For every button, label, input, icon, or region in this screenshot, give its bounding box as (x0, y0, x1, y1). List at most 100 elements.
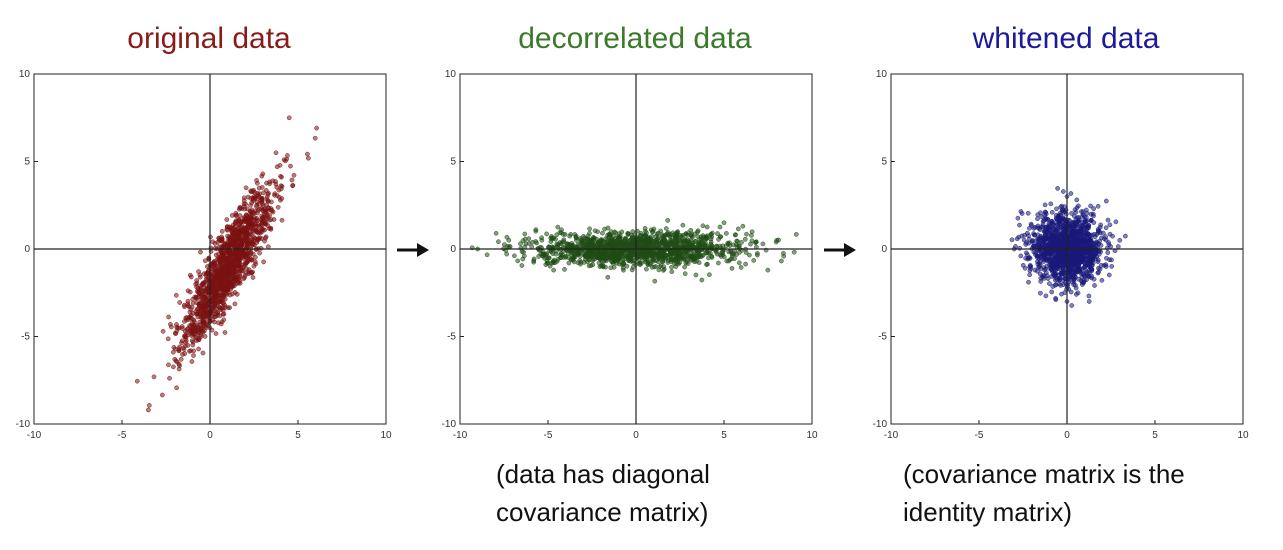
plot-area: -10 -5 0 5 10 10 5 0 -5 -10 (16, 69, 392, 441)
data-point (239, 218, 245, 224)
data-point (673, 264, 679, 269)
data-point (1060, 237, 1065, 243)
data-point (1059, 291, 1064, 297)
data-point (237, 273, 243, 278)
data-point (269, 199, 274, 205)
data-point (1031, 225, 1037, 231)
data-point (219, 236, 225, 242)
data-point (1056, 226, 1062, 231)
data-point (1096, 265, 1101, 271)
data-point (229, 213, 235, 218)
data-point (305, 151, 310, 157)
data-point (1087, 237, 1093, 242)
data-point (1110, 233, 1115, 239)
data-point (218, 298, 224, 304)
data-point (572, 249, 578, 255)
data-point (753, 239, 759, 245)
data-point (627, 242, 633, 248)
data-point (1068, 242, 1074, 248)
data-point (518, 241, 523, 247)
data-point (217, 267, 223, 273)
data-point (751, 258, 757, 263)
data-point (652, 278, 658, 284)
data-point (660, 258, 666, 264)
data-point (1055, 186, 1060, 191)
data-point (732, 232, 738, 238)
data-point (1109, 264, 1115, 269)
data-point (213, 269, 218, 275)
data-point (230, 222, 236, 228)
data-point (705, 261, 710, 267)
data-point (1028, 266, 1033, 271)
data-point (749, 238, 755, 244)
data-point (716, 260, 721, 266)
data-point (739, 240, 744, 245)
data-point (534, 240, 539, 246)
data-point (729, 256, 734, 262)
data-point (693, 255, 698, 261)
data-point (700, 252, 706, 258)
data-point (551, 257, 557, 263)
data-point (197, 284, 203, 289)
data-point (189, 304, 195, 310)
data-point (226, 247, 232, 253)
data-point (1074, 197, 1080, 203)
data-point (744, 231, 749, 237)
data-point (1025, 256, 1031, 262)
data-point (263, 221, 269, 227)
data-point (611, 253, 617, 258)
data-point (172, 356, 178, 362)
data-point (1035, 216, 1040, 222)
data-point (196, 269, 201, 274)
data-point (1084, 223, 1090, 229)
data-point (174, 324, 180, 330)
data-point (291, 172, 297, 178)
data-point (227, 305, 232, 311)
data-point (1040, 254, 1046, 260)
data-point (1038, 279, 1044, 284)
data-point (1018, 209, 1024, 214)
data-point (247, 208, 253, 214)
data-point (674, 244, 680, 250)
data-point (219, 229, 225, 234)
data-point (738, 265, 744, 270)
data-point (567, 248, 572, 254)
data-point (247, 214, 253, 220)
data-point (644, 266, 649, 272)
data-point (679, 234, 685, 239)
data-point (586, 241, 591, 247)
y-tick-label: 10 (445, 69, 457, 80)
data-point (242, 232, 248, 238)
data-point (1043, 209, 1049, 215)
data-point (1014, 236, 1020, 242)
data-point (1043, 251, 1049, 257)
data-point (1099, 263, 1104, 268)
data-point (603, 255, 608, 260)
data-point (701, 237, 706, 242)
data-point (624, 263, 630, 269)
data-point (223, 286, 228, 292)
data-point (245, 194, 251, 200)
data-point (177, 300, 183, 305)
right-arrow-icon (397, 243, 429, 257)
data-point (1082, 233, 1087, 239)
data-point (1043, 293, 1049, 299)
data-point (235, 280, 241, 286)
data-point (1042, 202, 1048, 208)
data-point (257, 250, 262, 256)
data-point (214, 306, 219, 311)
x-tick-label: 10 (806, 430, 818, 441)
data-point (729, 266, 735, 271)
scatter-points (1009, 186, 1128, 308)
data-point (212, 262, 218, 268)
data-point (680, 222, 686, 228)
data-point (682, 264, 687, 270)
data-point (204, 293, 209, 299)
data-point (1083, 207, 1089, 213)
data-point (539, 235, 544, 241)
data-point (496, 239, 501, 245)
data-point (203, 273, 209, 279)
data-point (1068, 267, 1074, 273)
data-point (222, 330, 228, 335)
data-point (765, 267, 771, 273)
